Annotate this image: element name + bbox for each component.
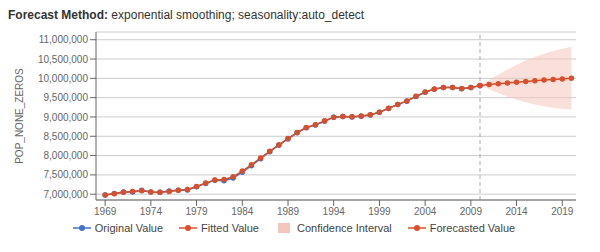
svg-text:11,000,000: 11,000,000 <box>39 34 89 45</box>
svg-text:1969: 1969 <box>94 206 117 217</box>
svg-text:1994: 1994 <box>323 206 346 217</box>
svg-text:8,000,000: 8,000,000 <box>44 150 89 161</box>
html-text:Fitted Value: Fitted Value <box>201 222 259 234</box>
svg-text:10,500,000: 10,500,000 <box>38 54 88 65</box>
svg-text:1999: 1999 <box>368 206 391 217</box>
html-text:Forecasted Value: Forecasted Value <box>429 222 516 234</box>
svg-text:2014: 2014 <box>505 206 528 217</box>
svg-text:10,000,000: 10,000,000 <box>38 73 88 84</box>
html-text:Forecast Method: exponential s: Forecast Method: exponential smoothing; … <box>8 8 365 22</box>
html-text:Confidence Interval: Confidence Interval <box>297 222 392 234</box>
svg-text:9,500,000: 9,500,000 <box>44 92 89 103</box>
svg-text:7,000,000: 7,000,000 <box>44 189 89 200</box>
svg-text:2019: 2019 <box>551 206 574 217</box>
svg-text:1989: 1989 <box>277 206 300 217</box>
svg-text:8,500,000: 8,500,000 <box>44 131 89 142</box>
svg-text:7,500,000: 7,500,000 <box>44 169 89 180</box>
svg-text:1974: 1974 <box>140 206 163 217</box>
svg-text:1984: 1984 <box>231 206 254 217</box>
svg-text:2009: 2009 <box>460 206 483 217</box>
svg-text:2004: 2004 <box>414 206 437 217</box>
svg-text:9,000,000: 9,000,000 <box>44 112 89 123</box>
html-text:Original Value: Original Value <box>94 222 164 234</box>
svg-text:POP_NONE_ZEROS: POP_NONE_ZEROS <box>14 68 25 164</box>
svg-text:1979: 1979 <box>185 206 208 217</box>
